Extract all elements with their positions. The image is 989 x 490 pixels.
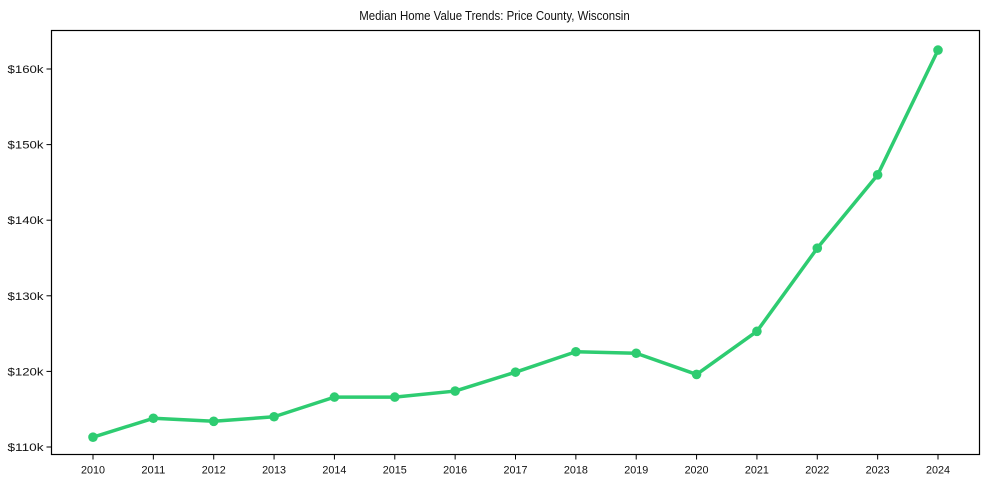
data-point xyxy=(752,326,762,337)
x-tick-label: 2010 xyxy=(81,465,105,477)
data-point xyxy=(389,392,400,402)
x-tick-label: 2021 xyxy=(745,465,769,477)
y-tick-label: $130k xyxy=(8,291,45,303)
data-point xyxy=(933,45,943,55)
x-tick-label: 2024 xyxy=(926,465,950,477)
y-tick-label: $160k xyxy=(8,64,45,76)
y-axis: $110k $120k $130k $140k $150k $160k xyxy=(8,64,52,454)
x-tick-label: 2015 xyxy=(383,465,407,477)
y-tick-label: $150k xyxy=(8,140,45,152)
data-point xyxy=(450,386,460,396)
x-tick-label: 2016 xyxy=(443,465,467,477)
y-tick-label: $120k xyxy=(8,366,45,378)
data-point xyxy=(872,170,883,180)
y-tick-label: $110k xyxy=(8,442,45,454)
x-tick-label: 2018 xyxy=(564,465,588,477)
data-point xyxy=(208,416,219,427)
data-point xyxy=(631,348,642,359)
chart-title: Median Home Value Trends: Price County, … xyxy=(359,8,630,23)
data-point xyxy=(148,413,159,424)
data-point xyxy=(812,243,823,253)
x-axis: 2010 2011 2012 2013 2014 2015 2016 2017 2018 2019… xyxy=(81,454,950,477)
x-tick-label: 2019 xyxy=(624,465,648,477)
data-point xyxy=(691,369,702,380)
data-point xyxy=(88,432,98,442)
series-median-home-value xyxy=(88,45,943,442)
data-point xyxy=(329,392,340,402)
x-tick-label: 2017 xyxy=(504,465,528,477)
data-point xyxy=(510,367,521,377)
data-point xyxy=(269,411,279,422)
plot-frame xyxy=(50,29,981,456)
x-tick-label: 2011 xyxy=(141,465,165,477)
x-tick-label: 2020 xyxy=(685,465,709,477)
x-tick-label: 2013 xyxy=(262,465,286,477)
data-line xyxy=(91,48,940,439)
x-tick-label: 2014 xyxy=(322,465,346,477)
x-tick-label: 2012 xyxy=(202,465,226,477)
x-tick-label: 2023 xyxy=(866,465,890,477)
x-tick-label: 2022 xyxy=(805,465,829,477)
y-tick-label: $140k xyxy=(8,215,45,227)
data-point xyxy=(571,346,581,357)
